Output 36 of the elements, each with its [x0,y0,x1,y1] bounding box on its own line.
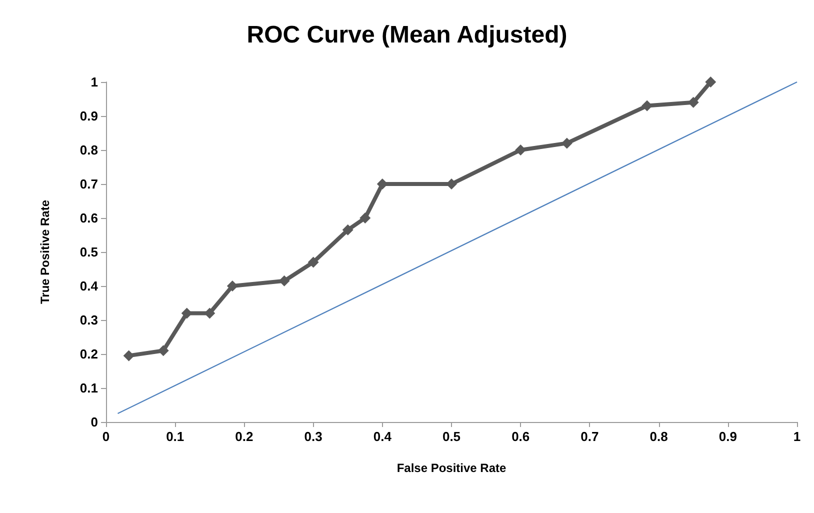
y-tick-label: 0 [90,414,98,430]
x-tick-label: 0.4 [373,429,392,444]
y-tick-label: 0.2 [80,346,98,362]
y-tick-label: 0.5 [80,244,98,260]
x-tick-label: 0.9 [718,429,737,444]
point [342,224,354,236]
point [308,256,319,268]
x-tick-label: 0 [102,429,110,444]
x-tick-label: 1 [793,429,801,444]
y-tick-label: 0.3 [80,312,98,328]
point [278,275,290,286]
y-tick-label: 0.6 [80,210,98,226]
point [561,138,572,149]
x-tick-label: 0.3 [304,429,322,444]
point [123,350,134,362]
x-tick-label: 0.2 [235,429,254,444]
y-tick-label: 1 [90,74,98,90]
x-tick-label: 0.1 [166,429,184,444]
point [360,212,371,224]
x-tick-label: 0.5 [442,429,461,444]
point [158,345,169,356]
y-tick-label: 0.8 [80,142,98,158]
point [705,76,716,88]
y-tick-label: 0.1 [80,380,98,396]
chart-title: ROC Curve (Mean Adjusted) [246,22,568,48]
x-tick-label: 0.6 [512,429,530,444]
y-tick-label: 0.4 [80,278,99,294]
x-axis-title: False Positive Rate [396,461,507,475]
y-tick-label: 0.9 [80,108,98,124]
y-axis-title: True Positive Rate [38,200,52,304]
y-tick-label: 0.7 [80,176,98,192]
x-tick-label: 0.7 [580,429,599,444]
x-tick-label: 0.8 [650,429,668,444]
point [515,144,526,156]
point [688,96,699,108]
point [226,280,238,292]
